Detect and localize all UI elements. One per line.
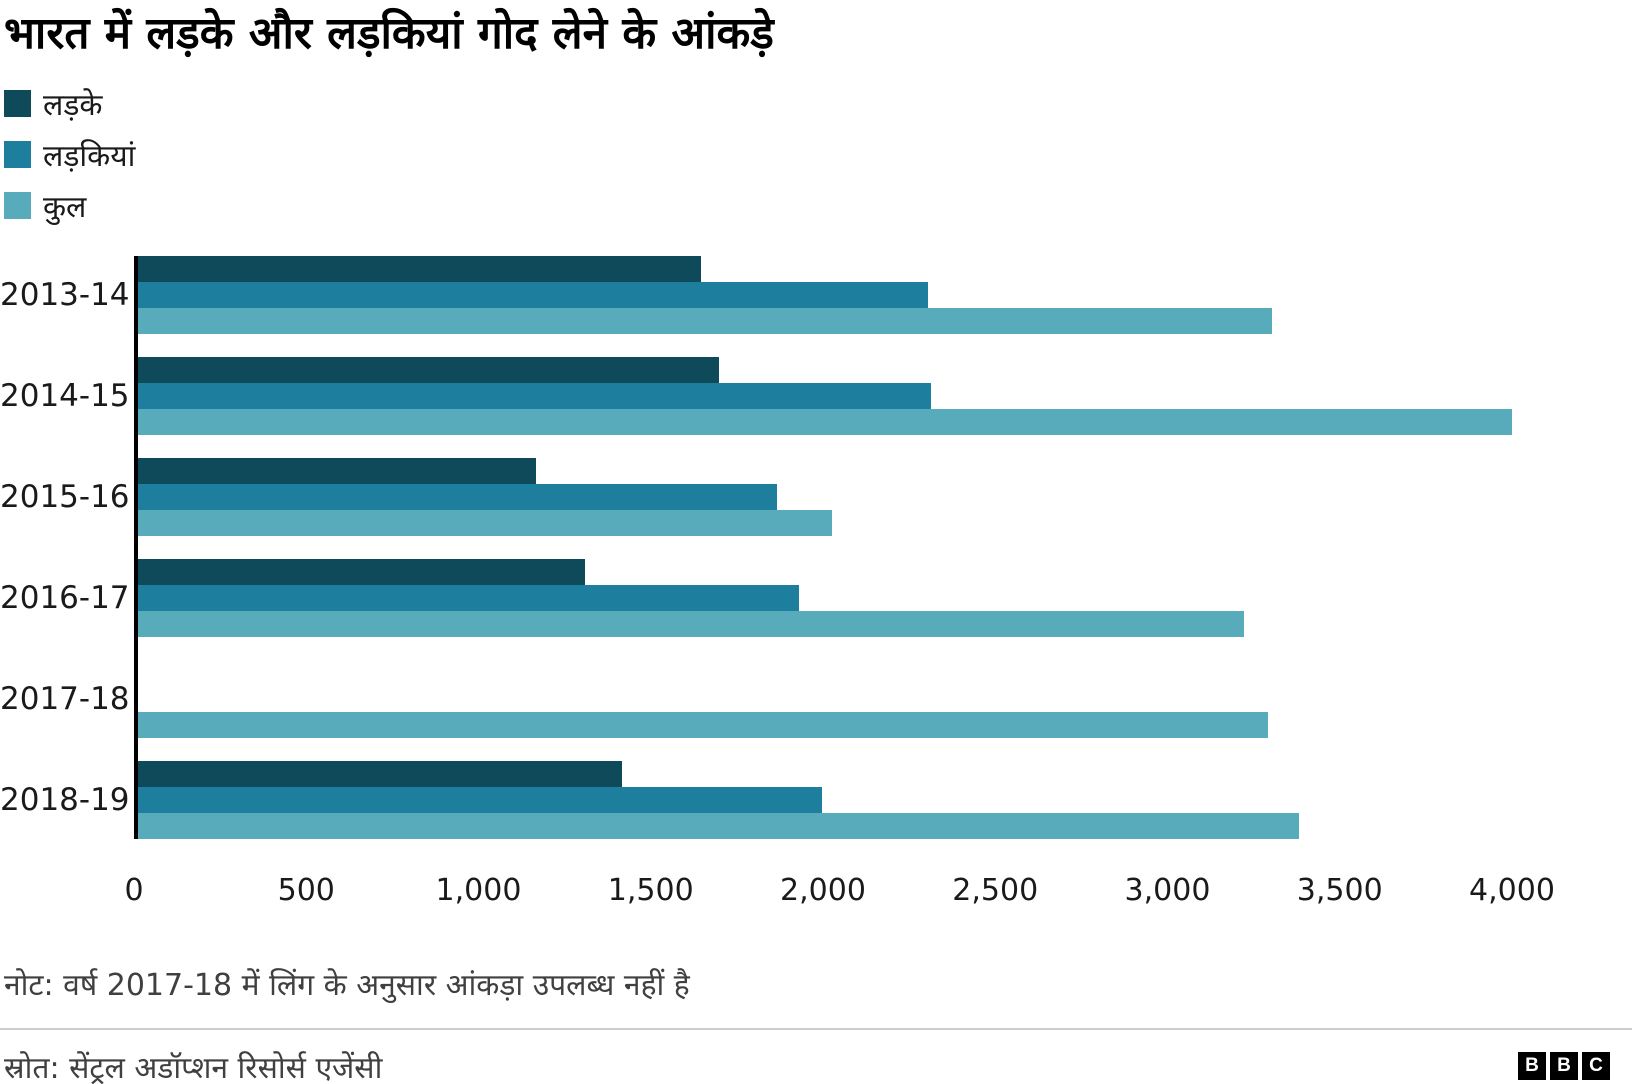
divider-line <box>0 1027 1632 1030</box>
bar-group-2016-17: 2016-17 <box>0 558 1512 637</box>
chart-legend: लड़के लड़कियां कुल <box>4 83 1632 226</box>
bbc-logo-letter: B <box>1518 1052 1546 1081</box>
bar-girls <box>138 281 929 308</box>
bar-group-2014-15: 2014-15 <box>0 356 1512 435</box>
x-axis: 0 500 1,000 1,500 2,000 2,500 3,000 3,500 4,000 <box>124 865 1554 913</box>
bar-total <box>138 610 1245 637</box>
y-axis-label: 2014-15 <box>0 377 130 414</box>
y-axis-label: 2017-18 <box>0 680 130 717</box>
bar-total <box>138 711 1269 738</box>
bbc-logo-letter: C <box>1582 1052 1610 1081</box>
x-tick-label: 2,500 <box>952 872 1039 908</box>
bar-boys <box>138 558 585 585</box>
legend-label-girls: लड़कियां <box>43 138 136 174</box>
x-tick-label: 1,000 <box>435 872 522 908</box>
bar-boys <box>138 356 719 383</box>
bar-boys <box>138 255 702 282</box>
bar-total <box>138 509 832 536</box>
legend-item-girls: लड़कियां <box>4 134 1632 175</box>
x-tick-label: 1,500 <box>607 872 694 908</box>
bar-group-2018-19: 2018-19 <box>0 760 1512 839</box>
bar-boys <box>138 760 623 787</box>
legend-swatch-boys <box>4 89 31 117</box>
bar-total <box>138 408 1512 435</box>
y-axis-label: 2016-17 <box>0 579 130 616</box>
bar-girls <box>138 786 822 813</box>
x-tick-label: 2,000 <box>780 872 866 908</box>
bar-group-2015-16: 2015-16 <box>0 457 1512 536</box>
y-axis-label: 2015-16 <box>0 478 130 515</box>
bbc-logo-letter: B <box>1550 1052 1578 1081</box>
x-tick-label: 3,500 <box>1296 872 1383 908</box>
y-axis-label: 2013-14 <box>0 276 130 313</box>
legend-label-boys: लड़के <box>43 87 103 123</box>
bar-chart: 2013-14 2014-15 2015-16 2016-17 2017-18 2018-… <box>0 255 1512 839</box>
bar-boys <box>138 457 537 484</box>
bar-girls <box>138 483 777 510</box>
x-tick-label: 500 <box>277 872 335 908</box>
x-tick-label: 3,000 <box>1124 872 1211 908</box>
chart-title: भारत में लड़के और लड़कियां गोद लेने के आ… <box>4 8 774 59</box>
chart-source: स्रोत: सेंट्रल अडॉप्शन रिसोर्स एजेंसी <box>4 1050 383 1084</box>
bar-total <box>138 307 1272 334</box>
legend-item-boys: लड़के <box>4 83 1632 124</box>
bar-girls <box>138 584 800 611</box>
legend-label-total: कुल <box>43 189 87 225</box>
legend-swatch-girls <box>4 140 31 168</box>
x-tick-label: 4,000 <box>1469 872 1555 908</box>
chart-note: नोट: वर्ष 2017-18 में लिंग के अनुसार आंक… <box>4 967 690 1003</box>
plot-area: 2013-14 2014-15 2015-16 2016-17 2017-18 2018-… <box>0 255 1512 839</box>
x-tick-label: 0 <box>124 872 144 908</box>
legend-swatch-total <box>4 191 31 219</box>
bar-group-2017-18: 2017-18 <box>0 660 1512 738</box>
bar-girls <box>138 382 932 409</box>
legend-item-total: कुल <box>4 185 1632 226</box>
bar-total <box>138 812 1300 839</box>
bar-group-2013-14: 2013-14 <box>0 255 1512 334</box>
y-axis-label: 2018-19 <box>0 781 130 818</box>
